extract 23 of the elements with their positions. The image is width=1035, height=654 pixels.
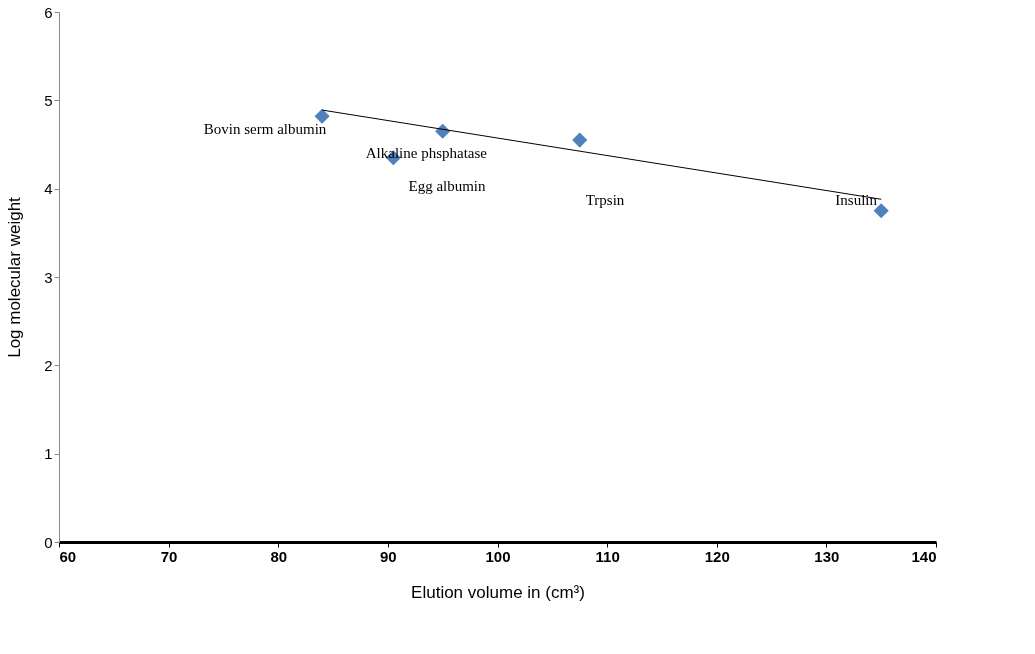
x-tick-label: 140: [911, 547, 937, 565]
y-tick-label: 2: [44, 356, 53, 374]
annotation: Egg albumin: [408, 178, 487, 194]
x-tick-label: 120: [704, 547, 730, 565]
y-tick-label: 5: [44, 91, 53, 109]
y-tick-label: 1: [44, 445, 53, 463]
x-tick-label: 80: [270, 547, 288, 565]
y-tick-label: 0: [44, 533, 53, 551]
y-tick-label: 3: [44, 268, 53, 286]
x-axis-title: Elution volume in (cm³): [411, 582, 585, 602]
y-tick-label: 6: [44, 3, 53, 21]
x-tick-label: 100: [485, 547, 511, 565]
y-axis-title: Log molecular weight: [5, 196, 25, 358]
x-tick-label: 110: [595, 547, 620, 565]
x-tick-label: 70: [160, 547, 178, 565]
x-tick-label: 60: [59, 547, 77, 565]
annotation: Trpsin: [585, 192, 625, 208]
y-tick-label: 4: [44, 180, 53, 198]
x-tick-label: 130: [814, 547, 840, 565]
annotation: Bovin serm albumin: [203, 121, 327, 138]
annotation: Alkaline phsphatase: [365, 144, 488, 161]
annotation: Insulin: [835, 191, 878, 208]
x-tick-label: 90: [380, 547, 397, 565]
